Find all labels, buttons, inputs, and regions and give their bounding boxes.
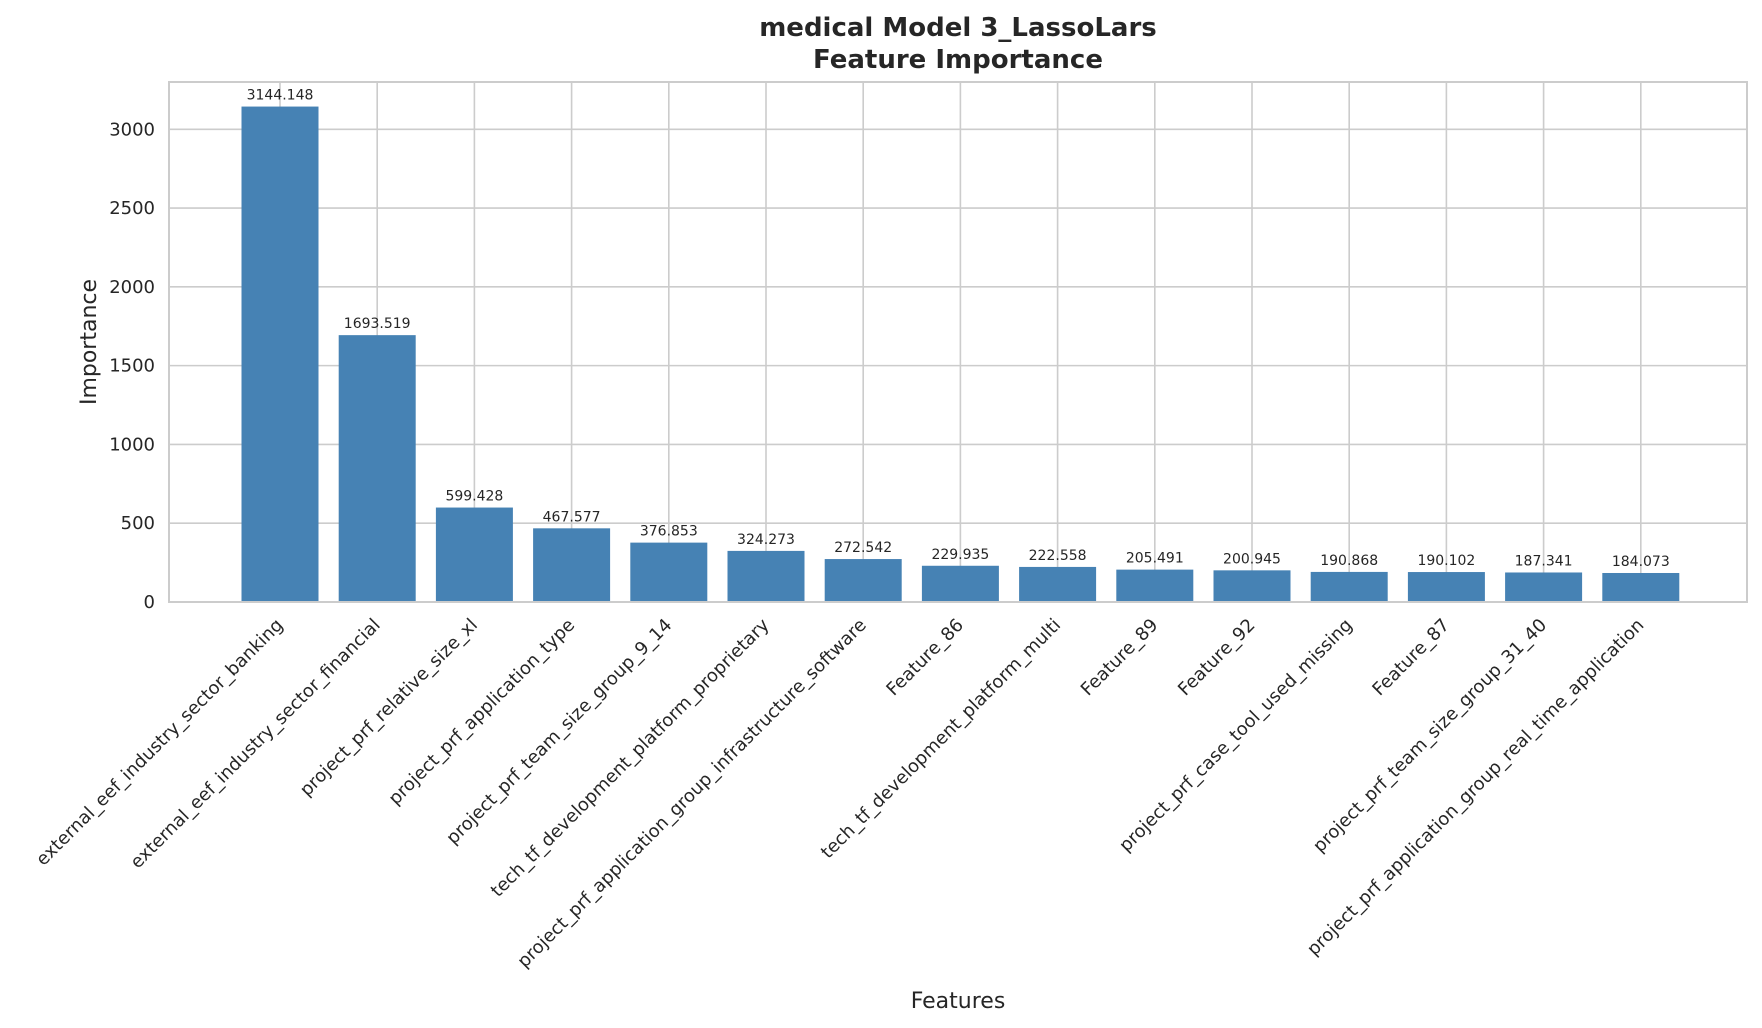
bar [533, 528, 611, 602]
bar-value-label: 184.073 [1612, 554, 1670, 570]
data-labels: 3144.148 1693.519 599.428 467.577 376.853 324… [247, 88, 1670, 570]
bar [1116, 569, 1194, 602]
bar-value-label: 229.935 [931, 547, 989, 563]
bar [1310, 571, 1388, 602]
bar [921, 565, 999, 602]
bar-value-label: 467.577 [543, 509, 601, 525]
bar [338, 335, 416, 602]
bar-value-label: 187.341 [1515, 553, 1573, 569]
y-axis-ticks: 0 500 1000 1500 2000 2500 3000 [109, 119, 155, 613]
y-tick-label: 2000 [109, 277, 155, 298]
bar [1407, 572, 1485, 602]
bar [824, 559, 902, 602]
bar [630, 542, 708, 602]
plot-frame [168, 81, 1748, 603]
bar-value-label: 200.945 [1223, 551, 1281, 567]
bar [241, 106, 319, 602]
bar-value-label: 3144.148 [247, 88, 314, 104]
bar [1505, 572, 1583, 602]
y-axis-label: Importance [77, 279, 102, 405]
bar [727, 550, 805, 602]
bar [1019, 566, 1097, 602]
chart-subtitle: Feature Importance [813, 45, 1103, 75]
bar-value-label: 1693.519 [344, 316, 411, 332]
bar-value-label: 205.491 [1126, 551, 1184, 567]
y-tick-label: 3000 [109, 119, 155, 140]
bars [241, 106, 1680, 602]
bar-value-label: 272.542 [834, 540, 892, 556]
grid [169, 82, 1747, 603]
y-tick-label: 0 [144, 592, 155, 613]
y-tick-label: 1500 [109, 356, 155, 377]
bar [435, 507, 513, 602]
bar-value-label: 376.853 [640, 524, 698, 540]
bar-value-label: 222.558 [1029, 548, 1087, 564]
bar-value-label: 190.868 [1320, 553, 1378, 569]
bar [1602, 572, 1680, 602]
y-tick-label: 500 [121, 513, 155, 534]
bar-value-label: 324.273 [737, 532, 795, 548]
bar-value-label: 599.428 [445, 489, 503, 505]
bar-value-label: 190.102 [1417, 553, 1475, 569]
chart-title: medical Model 3_LassoLars [759, 13, 1157, 43]
x-axis-label: Features [911, 989, 1006, 1014]
y-tick-label: 1000 [109, 434, 155, 455]
bar [1213, 570, 1291, 602]
y-tick-label: 2500 [109, 198, 155, 219]
